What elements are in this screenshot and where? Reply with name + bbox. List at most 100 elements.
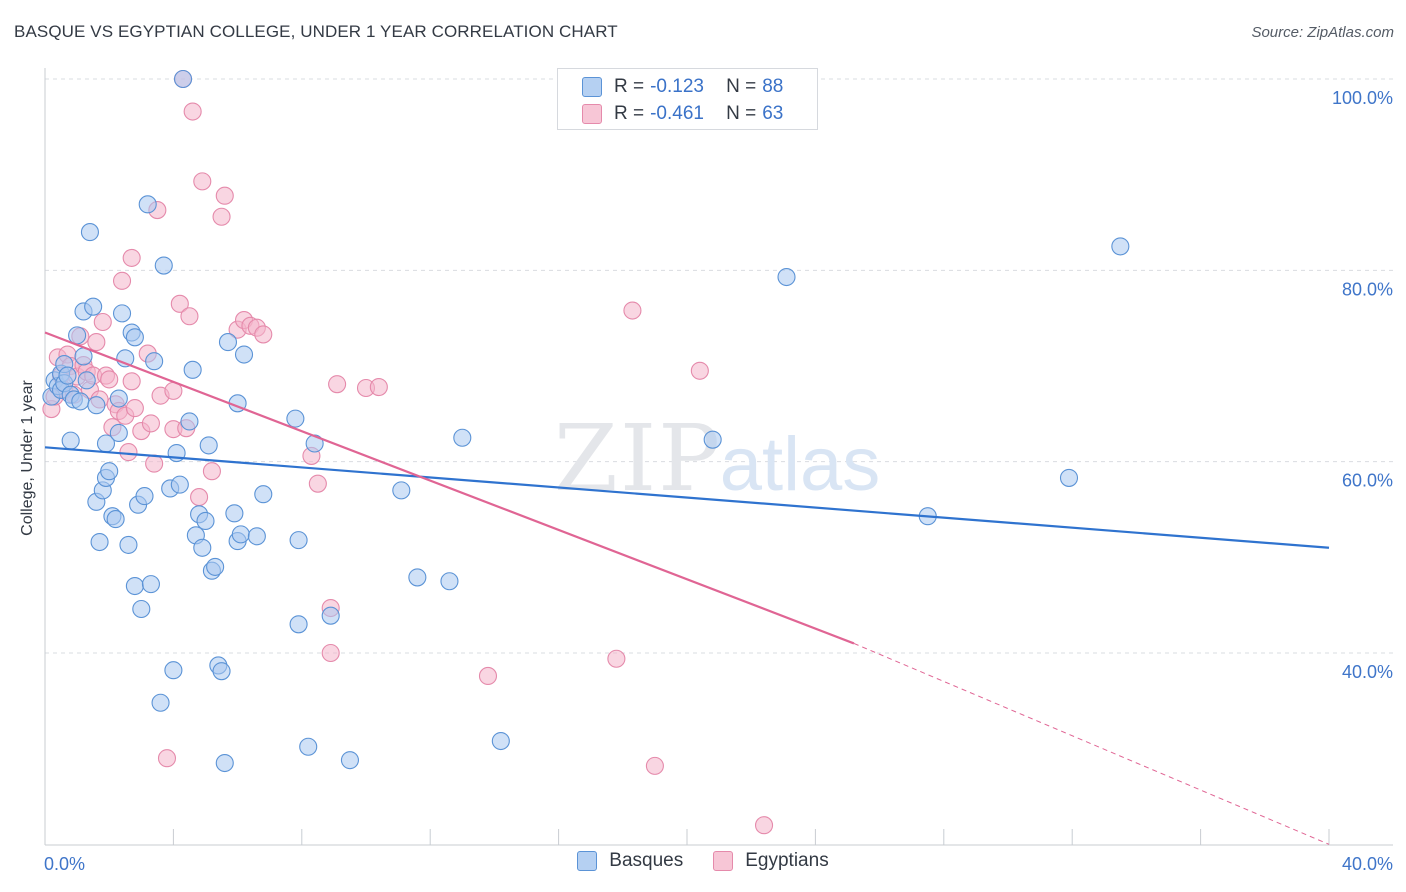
basques-point: [132, 599, 151, 619]
chart-title: BASQUE VS EGYPTIAN COLLEGE, UNDER 1 YEAR…: [14, 22, 618, 41]
basques-point: [1059, 468, 1079, 487]
egyptians-point: [215, 186, 234, 205]
egyptians-point: [100, 370, 119, 389]
basques-point: [100, 462, 119, 481]
basques-point: [321, 606, 340, 625]
basques-point: [141, 575, 160, 594]
egyptians-point: [212, 207, 231, 226]
egyptians-legend-swatch: [713, 851, 734, 871]
egyptians-point: [478, 666, 498, 686]
egyptians-point: [254, 325, 273, 344]
basques-point: [173, 69, 193, 89]
y-tick-label: 100.0%: [1332, 88, 1393, 108]
basques-point: [138, 195, 157, 214]
egyptians-point: [202, 462, 221, 481]
basques-point: [777, 267, 796, 287]
basques-point: [77, 371, 96, 390]
egyptians-point: [119, 443, 138, 462]
egyptians-trendline-extension: [853, 642, 1330, 845]
basques-point: [199, 436, 218, 455]
egyptians-point: [145, 454, 164, 473]
y-tick-label: 60.0%: [1342, 471, 1393, 491]
legend-row-egyptians: R = -0.461 N = 63: [582, 102, 783, 126]
basques-point: [215, 753, 234, 773]
egyptians-point: [141, 414, 160, 433]
basques-point: [289, 615, 308, 634]
egyptians-point: [193, 172, 212, 191]
basques-point: [119, 535, 138, 554]
basques-point: [151, 693, 170, 712]
basques-point: [491, 731, 510, 751]
egyptians-point: [754, 816, 774, 835]
basques-point: [340, 751, 360, 770]
basques-r-label: R =: [614, 76, 645, 97]
egyptians-r-label: R =: [614, 103, 645, 124]
y-tick-label: 40.0%: [1342, 662, 1393, 682]
basques-point: [135, 487, 154, 506]
egyptians-trendline: [44, 331, 855, 645]
basques-point: [180, 412, 199, 431]
basques-r-value: -0.123: [650, 76, 704, 97]
basques-point: [1111, 237, 1130, 256]
basques-point: [68, 326, 87, 345]
egyptians-point: [157, 749, 177, 768]
basques-point: [254, 485, 273, 504]
basques-legend-label: Basques: [609, 850, 684, 871]
axes: [44, 68, 1393, 846]
basques-legend-swatch: [577, 851, 598, 871]
egyptians-legend-label: Egyptians: [745, 850, 829, 871]
egyptians-point: [369, 377, 388, 397]
basques-point: [247, 527, 266, 546]
egyptians-n-value: 63: [762, 103, 784, 124]
basques-point: [703, 430, 722, 449]
egyptians-point: [623, 301, 642, 320]
basques-point: [58, 366, 77, 385]
egyptians-point: [607, 649, 626, 668]
basques-point: [453, 428, 472, 447]
basques-point: [164, 661, 183, 680]
egyptians-n-label: N =: [726, 103, 757, 124]
basques-point: [440, 572, 459, 591]
basques-point: [183, 360, 202, 379]
basques-point: [234, 345, 254, 364]
egyptians-point: [308, 474, 327, 493]
gridlines: [45, 78, 1393, 654]
correlation-legend: R = -0.123 N = 88 R = -0.461 N = 63: [557, 68, 818, 130]
basques-swatch: [582, 77, 602, 97]
basques-point: [154, 256, 173, 275]
basques-point: [408, 568, 427, 587]
basques-point: [71, 392, 90, 411]
basques-point: [109, 423, 128, 443]
egyptians-point: [122, 248, 141, 267]
watermark-zip: ZIP: [554, 405, 722, 512]
basques-point: [299, 737, 318, 756]
egyptians-point: [183, 102, 202, 121]
legend-item-egyptians[interactable]: Egyptians: [713, 850, 829, 872]
basques-point: [106, 510, 125, 529]
y-tick-label: 80.0%: [1342, 279, 1393, 299]
basques-point: [225, 504, 244, 523]
egyptians-r-value: -0.461: [650, 103, 704, 124]
basques-point: [125, 328, 144, 347]
legend-item-basques[interactable]: Basques: [577, 850, 683, 872]
egyptians-point: [87, 333, 106, 352]
x-tick-label-min: 0.0%: [44, 854, 85, 874]
basques-point: [87, 396, 106, 415]
basques-point: [193, 538, 212, 557]
basques-point: [212, 662, 231, 681]
x-tick-label-max: 40.0%: [1342, 854, 1393, 874]
basques-point: [231, 525, 250, 544]
egyptians-point: [321, 643, 340, 663]
basques-point: [80, 223, 99, 242]
tick-labels: 40.0% 60.0% 80.0% 100.0% 0.0% 40.0%: [44, 88, 1393, 874]
basques-point: [125, 576, 144, 596]
series-basques: [42, 69, 1130, 773]
trendlines: [44, 331, 1330, 845]
legend-row-basques: R = -0.123 N = 88: [582, 75, 783, 99]
basques-point: [206, 557, 225, 576]
basques-point: [392, 481, 411, 500]
egyptians-swatch: [582, 104, 602, 124]
basques-n-value: 88: [762, 76, 784, 97]
basques-point: [112, 304, 132, 323]
